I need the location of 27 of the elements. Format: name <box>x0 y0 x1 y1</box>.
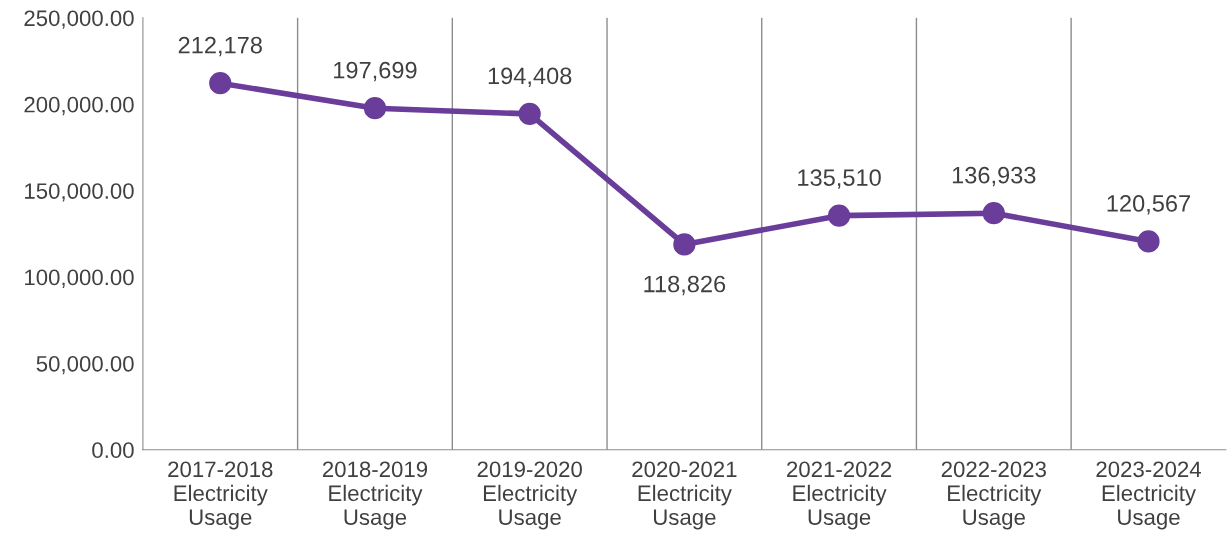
data-label: 197,699 <box>334 61 417 82</box>
y-tick-label: 0.00 <box>92 442 134 459</box>
x-tick-label: 2019-2020 Electricity Usage <box>477 461 582 530</box>
y-tick-label: 250,000.00 <box>24 10 134 29</box>
point <box>673 233 696 256</box>
data-label: 120,567 <box>1107 195 1190 215</box>
data-label: 118,826 <box>644 275 726 296</box>
x-tick-label: 2018-2019 Electricity Usage <box>322 461 428 530</box>
x-tick-label: 2022-2023 Electricity Usage <box>941 461 1046 530</box>
y-tick-label: 100,000.00 <box>25 269 134 288</box>
x-tick-label: 2020-2021 Electricity Usage <box>632 461 737 530</box>
point <box>209 72 232 95</box>
x-tick-label: 2021-2022 Electricity Usage <box>787 461 892 530</box>
data-label: 136,933 <box>952 166 1036 187</box>
y-tick-label: 150,000.00 <box>25 183 134 202</box>
y-tick-label: 50,000.00 <box>36 355 134 375</box>
data-label: 212,178 <box>178 36 262 57</box>
point <box>982 202 1005 225</box>
y-tick-label: 200,000.00 <box>24 96 134 116</box>
x-tick-label: 2017-2018 Electricity Usage <box>168 461 273 530</box>
point <box>363 97 387 120</box>
data-label: 194,408 <box>488 67 572 88</box>
point <box>518 102 541 126</box>
point <box>1137 230 1160 253</box>
data-label: 135,510 <box>798 169 881 189</box>
x-tick-label: 2023-2024 Electricity Usage <box>1096 461 1201 530</box>
point <box>827 204 851 227</box>
